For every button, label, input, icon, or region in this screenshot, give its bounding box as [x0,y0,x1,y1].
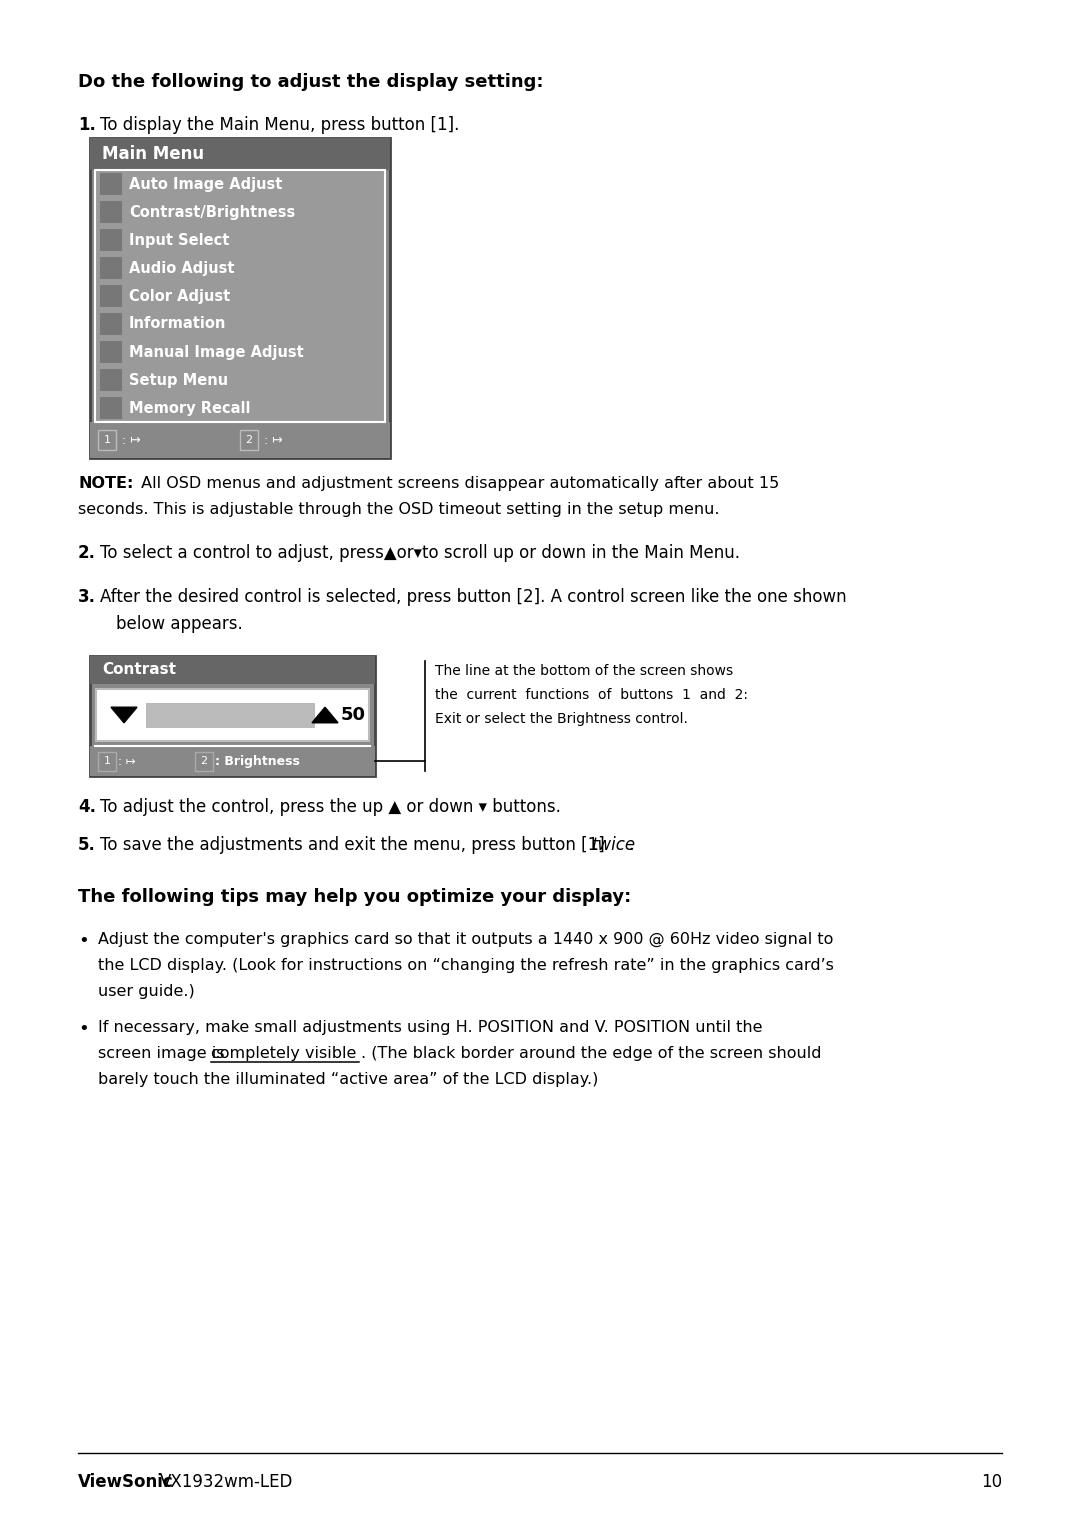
FancyBboxPatch shape [95,170,384,422]
Text: the  current  functions  of  buttons  1  and  2:: the current functions of buttons 1 and 2… [435,688,748,701]
Text: ViewSonic: ViewSonic [78,1473,174,1491]
Text: To display the Main Menu, press button [1].: To display the Main Menu, press button [… [100,116,459,134]
Text: Exit or select the Brightness control.: Exit or select the Brightness control. [435,712,688,726]
FancyBboxPatch shape [100,229,122,251]
Text: After the desired control is selected, press button [2]. A control screen like t: After the desired control is selected, p… [100,588,847,607]
Text: NOTE:: NOTE: [78,477,133,490]
Text: Contrast: Contrast [102,663,176,677]
Text: •: • [78,932,89,950]
FancyBboxPatch shape [90,656,375,776]
Text: Information: Information [129,316,227,332]
FancyBboxPatch shape [90,746,375,776]
Text: seconds. This is adjustable through the OSD timeout setting in the setup menu.: seconds. This is adjustable through the … [78,503,719,516]
Text: To adjust the control, press the up ▲ or down ▾ buttons.: To adjust the control, press the up ▲ or… [100,798,561,816]
FancyBboxPatch shape [240,429,258,451]
Text: Input Select: Input Select [129,232,229,248]
FancyBboxPatch shape [100,341,122,364]
Text: Contrast/Brightness: Contrast/Brightness [129,205,295,220]
Text: 4.: 4. [78,798,96,816]
Text: screen image is: screen image is [98,1047,230,1060]
FancyBboxPatch shape [96,689,369,741]
Text: To select a control to adjust, press▲or▾to scroll up or down in the Main Menu.: To select a control to adjust, press▲or▾… [100,544,740,562]
Text: To save the adjustments and exit the menu, press button [1]: To save the adjustments and exit the men… [100,836,605,854]
FancyBboxPatch shape [100,257,122,280]
Text: 2.: 2. [78,544,96,562]
Text: VX1932wm-LED: VX1932wm-LED [160,1473,294,1491]
Text: : Brightness: : Brightness [215,755,300,769]
FancyBboxPatch shape [195,752,213,772]
Text: completely visible: completely visible [211,1047,356,1060]
Text: 3.: 3. [78,588,96,607]
FancyBboxPatch shape [98,429,116,451]
Text: Auto Image Adjust: Auto Image Adjust [129,177,282,191]
FancyBboxPatch shape [146,703,314,727]
Text: 2: 2 [201,756,207,767]
Text: Main Menu: Main Menu [102,145,204,163]
Text: Audio Adjust: Audio Adjust [129,260,234,275]
Text: 10: 10 [981,1473,1002,1491]
Text: 5.: 5. [78,836,96,854]
Polygon shape [111,707,137,723]
Text: .: . [627,836,633,854]
Text: Setup Menu: Setup Menu [129,373,228,388]
FancyBboxPatch shape [90,138,390,458]
FancyBboxPatch shape [100,313,122,335]
Text: Color Adjust: Color Adjust [129,289,230,304]
Text: 1: 1 [104,435,110,445]
Text: Manual Image Adjust: Manual Image Adjust [129,344,303,359]
FancyBboxPatch shape [90,656,375,685]
Text: All OSD menus and adjustment screens disappear automatically after about 15: All OSD menus and adjustment screens dis… [136,477,780,490]
Text: barely touch the illuminated “active area” of the LCD display.): barely touch the illuminated “active are… [98,1073,598,1086]
Text: Adjust the computer's graphics card so that it outputs a 1440 x 900 @ 60Hz video: Adjust the computer's graphics card so t… [98,932,834,947]
Polygon shape [312,707,338,723]
Text: twice: twice [592,836,636,854]
Text: 50: 50 [340,706,365,724]
FancyBboxPatch shape [100,202,122,223]
Text: the LCD display. (Look for instructions on “changing the refresh rate” in the gr: the LCD display. (Look for instructions … [98,958,834,973]
FancyBboxPatch shape [100,173,122,196]
FancyBboxPatch shape [90,422,390,458]
Text: . (The black border around the edge of the screen should: . (The black border around the edge of t… [361,1047,822,1060]
Text: 2: 2 [245,435,253,445]
FancyBboxPatch shape [98,752,116,772]
Text: : ↦: : ↦ [260,434,283,446]
Text: The following tips may help you optimize your display:: The following tips may help you optimize… [78,888,631,906]
Text: 1: 1 [104,756,110,767]
Text: •: • [78,1021,89,1038]
Text: user guide.): user guide.) [98,984,194,999]
Text: : ↦: : ↦ [118,755,136,769]
Text: Do the following to adjust the display setting:: Do the following to adjust the display s… [78,73,543,92]
Text: The line at the bottom of the screen shows: The line at the bottom of the screen sho… [435,665,733,678]
Text: : ↦: : ↦ [118,434,140,446]
Text: If necessary, make small adjustments using H. POSITION and V. POSITION until the: If necessary, make small adjustments usi… [98,1021,762,1034]
Text: 1.: 1. [78,116,96,134]
FancyBboxPatch shape [100,368,122,391]
FancyBboxPatch shape [100,286,122,307]
Text: below appears.: below appears. [116,614,243,633]
FancyBboxPatch shape [100,397,122,419]
Text: Memory Recall: Memory Recall [129,400,251,416]
FancyBboxPatch shape [90,138,390,170]
